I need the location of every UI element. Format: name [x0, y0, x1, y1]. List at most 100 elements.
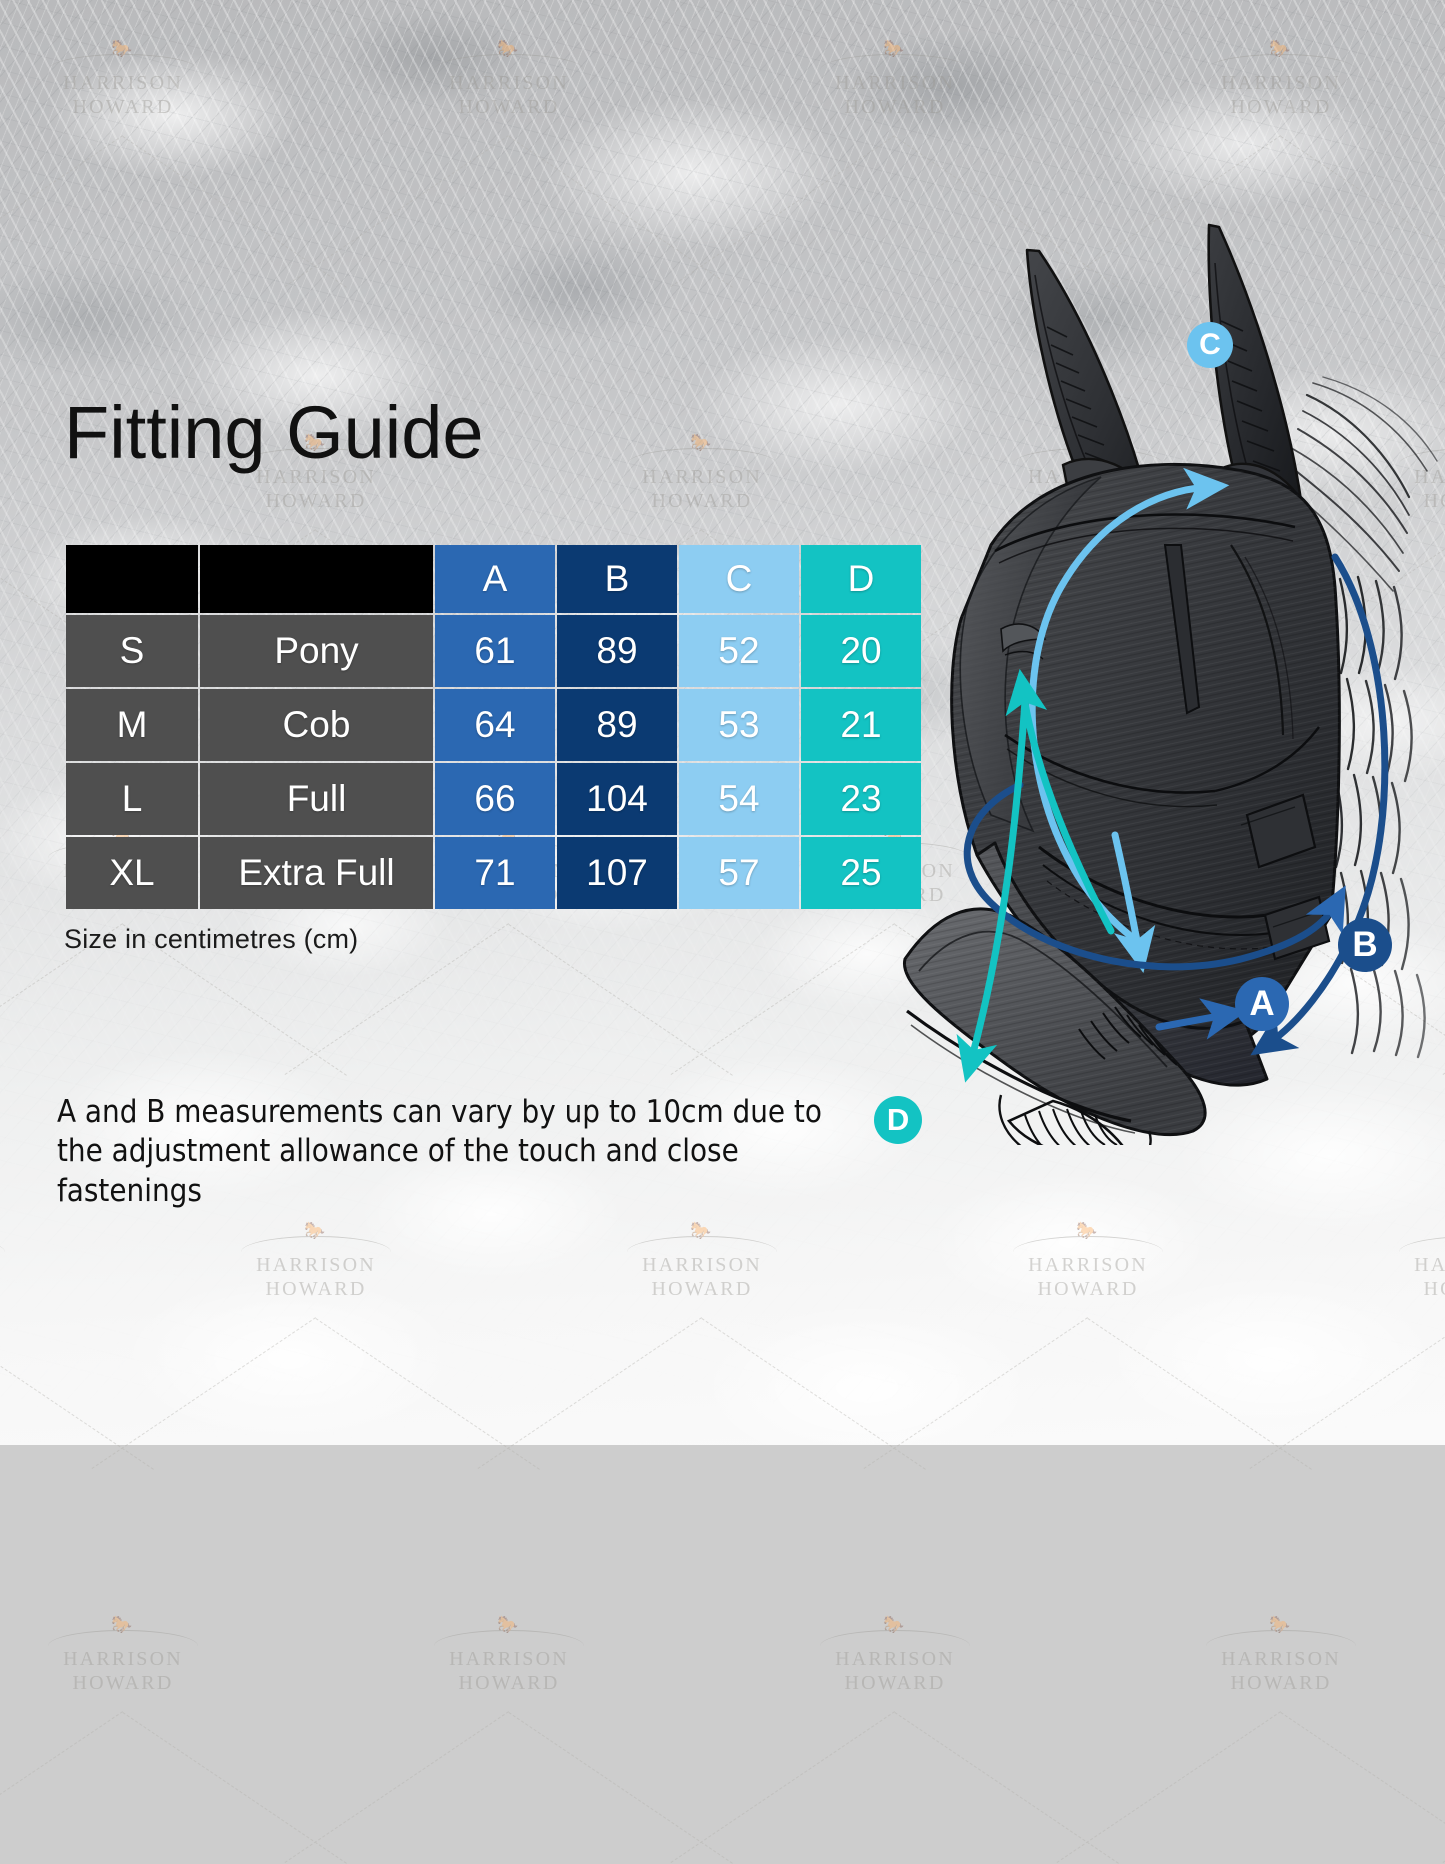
table-row: L Full 66 104 54 23 [66, 763, 921, 835]
watermark-line-1: HARRISON [449, 72, 569, 94]
watermark-line-2: HOWARD [458, 1672, 560, 1694]
horse-icon: 🐎 [497, 1615, 521, 1634]
horse-icon: 🐎 [0, 434, 35, 451]
watermark-line-2: HOWARD [72, 96, 174, 118]
horse-icon: 🐎 [1076, 1221, 1100, 1240]
arc-divider [820, 54, 970, 70]
header-cell-b: B [557, 545, 677, 613]
cell-fit: Full [200, 763, 433, 835]
watermark-line-2: HOWARD [1423, 490, 1445, 512]
arc-divider [241, 1236, 391, 1252]
marker-label-c: C [1199, 328, 1221, 361]
watermark-line-2: HOWARD [0, 1279, 35, 1299]
units-note: Size in centimetres (cm) [64, 924, 359, 954]
header-cell-blank-1 [66, 545, 198, 613]
cell-b: 104 [557, 763, 677, 835]
watermark-dashed-line [1280, 1712, 1445, 1864]
watermark-line-1: HARRISON [1028, 1254, 1148, 1276]
cell-d: 20 [801, 615, 921, 687]
cell-fit: Cob [200, 689, 433, 761]
size-chart-table: A B C D S Pony 61 89 52 20 M Cob 64 89 5… [64, 543, 923, 911]
header-cell-c: C [679, 545, 799, 613]
watermark-dashed-line [863, 1317, 1088, 1469]
arc-divider [434, 54, 584, 70]
marker-label-b: B [1352, 925, 1377, 964]
watermark-line-1: HARRISON [1221, 1648, 1341, 1670]
horse-icon: 🐎 [690, 433, 714, 452]
watermark-line-1: HARRISON [449, 1648, 569, 1670]
horse-icon: 🐎 [111, 1615, 135, 1634]
horse-icon: 🐎 [497, 39, 521, 58]
watermark-line-2: HOWARD [844, 1672, 946, 1694]
watermark-line-2: HOWARD [1230, 1672, 1332, 1694]
watermark-line-2: HOWARD [1423, 1278, 1445, 1300]
watermark-dashed-line [1087, 1318, 1312, 1470]
measure-line-b [963, 553, 1389, 1056]
watermark-dashed-line [894, 1712, 1119, 1864]
arc-divider [1206, 54, 1356, 70]
marker-badge-b: B [1338, 918, 1392, 972]
measure-line-c-tail [1111, 831, 1156, 973]
watermark-line-1: HARRISON [642, 1254, 762, 1276]
arc-divider [1013, 1236, 1163, 1252]
marker-label-d: D [887, 1102, 909, 1137]
watermark-line-2: HOWARD [265, 1278, 367, 1300]
arc-divider [627, 448, 777, 464]
watermark-dashed-line [1056, 1711, 1281, 1863]
watermark-dashed-line [508, 924, 733, 1076]
header-cell-d: D [801, 545, 921, 613]
cell-c: 52 [679, 615, 799, 687]
header-cell-blank-2 [200, 545, 433, 613]
watermark-line-1: HARRISON [1414, 1254, 1445, 1276]
watermark-dashed-line [315, 1318, 540, 1470]
horse-fly-mask-illustration: C B A D [795, 215, 1445, 1145]
horse-icon: 🐎 [304, 1221, 328, 1240]
watermark-line-1: HARRISON [256, 466, 376, 488]
arc-divider [48, 54, 198, 70]
cell-a: 71 [435, 837, 555, 909]
measure-line-c [1028, 467, 1230, 945]
arc-divider [627, 1236, 777, 1252]
table-row: S Pony 61 89 52 20 [66, 615, 921, 687]
watermark-dashed-line [284, 1711, 509, 1863]
cell-d: 25 [801, 837, 921, 909]
horse-icon: 🐎 [304, 433, 328, 452]
cell-b: 89 [557, 689, 677, 761]
horse-icon: 🐎 [883, 39, 907, 58]
marker-badge-d: D [874, 1096, 922, 1144]
cell-a: 61 [435, 615, 555, 687]
cell-b: 107 [557, 837, 677, 909]
marker-label-a: A [1249, 984, 1274, 1023]
watermark-dashed-line [670, 1711, 895, 1863]
marker-badge-c: C [1187, 322, 1233, 368]
horse-icon: 🐎 [0, 1222, 35, 1239]
watermark-line-2: HOWARD [651, 490, 753, 512]
measurement-footnote: A and B measurements can vary by up to 1… [57, 1094, 822, 1209]
cell-d: 23 [801, 763, 921, 835]
marker-badge-a: A [1235, 977, 1289, 1031]
cell-fit: Pony [200, 615, 433, 687]
watermark-line-1: HARRISON [1221, 72, 1341, 94]
watermark-line-2: HOWARD [458, 96, 560, 118]
arc-divider [241, 448, 391, 464]
header-cell-a: A [435, 545, 555, 613]
watermark-dashed-line [122, 136, 347, 288]
cell-d: 21 [801, 689, 921, 761]
watermark-dashed-line [91, 1317, 316, 1469]
horse-icon: 🐎 [883, 1615, 907, 1634]
watermark-line-2: HOWARD [0, 491, 35, 511]
watermark-dashed-line [284, 135, 509, 287]
